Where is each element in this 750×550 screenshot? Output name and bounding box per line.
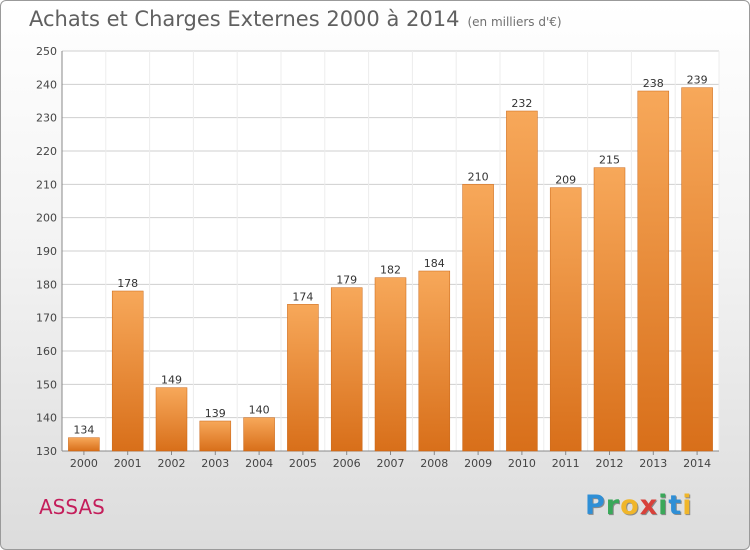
y-tick-label: 150 (36, 378, 57, 391)
bar (199, 420, 232, 452)
y-tick-label: 130 (36, 445, 57, 458)
bar (111, 290, 144, 452)
bar (549, 187, 582, 452)
x-tick-label: 2006 (333, 457, 361, 470)
y-tick-label: 210 (36, 178, 57, 191)
value-label: 134 (73, 424, 94, 437)
chart-title-text: Achats et Charges Externes 2000 à 2014 (29, 7, 460, 31)
y-tick-label: 240 (36, 78, 57, 91)
x-tick-label: 2013 (639, 457, 667, 470)
x-tick-label: 2000 (70, 457, 98, 470)
bar (418, 270, 451, 452)
value-label: 149 (161, 374, 182, 387)
chart-unit: (en milliers d'€) (467, 15, 562, 29)
x-tick-label: 2014 (683, 457, 711, 470)
value-label: 182 (380, 264, 401, 277)
x-tick-label: 2005 (289, 457, 317, 470)
bar (155, 387, 188, 452)
logo-letter: o (620, 490, 640, 521)
value-label: 140 (249, 404, 270, 417)
bar (462, 184, 494, 452)
value-label: 174 (292, 290, 313, 303)
y-tick-label: 220 (36, 145, 57, 158)
bar (374, 277, 407, 452)
value-label: 215 (599, 154, 620, 167)
bar (243, 417, 275, 452)
logo-letter: i (682, 490, 693, 521)
value-label: 178 (117, 277, 138, 290)
value-label: 184 (424, 257, 445, 270)
y-tick-label: 200 (36, 212, 57, 225)
x-tick-label: 2008 (420, 457, 448, 470)
x-tick-label: 2007 (377, 457, 405, 470)
value-label: 238 (643, 77, 664, 90)
town-label: ASSAS (39, 495, 105, 519)
y-tick-label: 180 (36, 278, 57, 291)
x-tick-label: 2011 (552, 457, 580, 470)
x-tick-label: 2002 (158, 457, 186, 470)
proxiti-logo: Proxiti (585, 490, 693, 521)
x-tick-label: 2012 (596, 457, 624, 470)
y-tick-label: 160 (36, 345, 57, 358)
logo-letter: r (605, 490, 621, 521)
logo-letter: t (668, 490, 683, 521)
bar (681, 87, 713, 452)
value-label: 139 (205, 407, 226, 420)
chart-title: Achats et Charges Externes 2000 à 2014 (e… (29, 7, 562, 31)
bar (637, 90, 670, 452)
x-tick-label: 2009 (464, 457, 492, 470)
y-tick-label: 140 (36, 412, 57, 425)
x-tick-label: 2004 (245, 457, 273, 470)
x-tick-label: 2001 (114, 457, 142, 470)
value-label: 179 (336, 274, 357, 287)
bar (68, 437, 100, 452)
bars (68, 87, 713, 452)
bar (593, 167, 626, 452)
logo-letter: P (585, 490, 606, 521)
value-label: 210 (468, 170, 489, 183)
bar (506, 110, 538, 452)
value-label: 209 (555, 174, 576, 187)
y-tick-label: 230 (36, 112, 57, 125)
value-label: 232 (511, 97, 532, 110)
x-tick-label: 2010 (508, 457, 536, 470)
logo-letter: i (658, 490, 669, 521)
value-label: 239 (687, 74, 708, 87)
logo-letter: x (639, 490, 659, 521)
labels: 130 140 150 160 170 180 190 200 210 220 230 240 250 1… (36, 45, 711, 470)
y-tick-label: 250 (36, 45, 57, 58)
bar (287, 304, 319, 452)
bar (330, 287, 363, 452)
x-tick-label: 2003 (201, 457, 229, 470)
y-tick-label: 170 (36, 312, 57, 325)
y-tick-label: 190 (36, 245, 57, 258)
